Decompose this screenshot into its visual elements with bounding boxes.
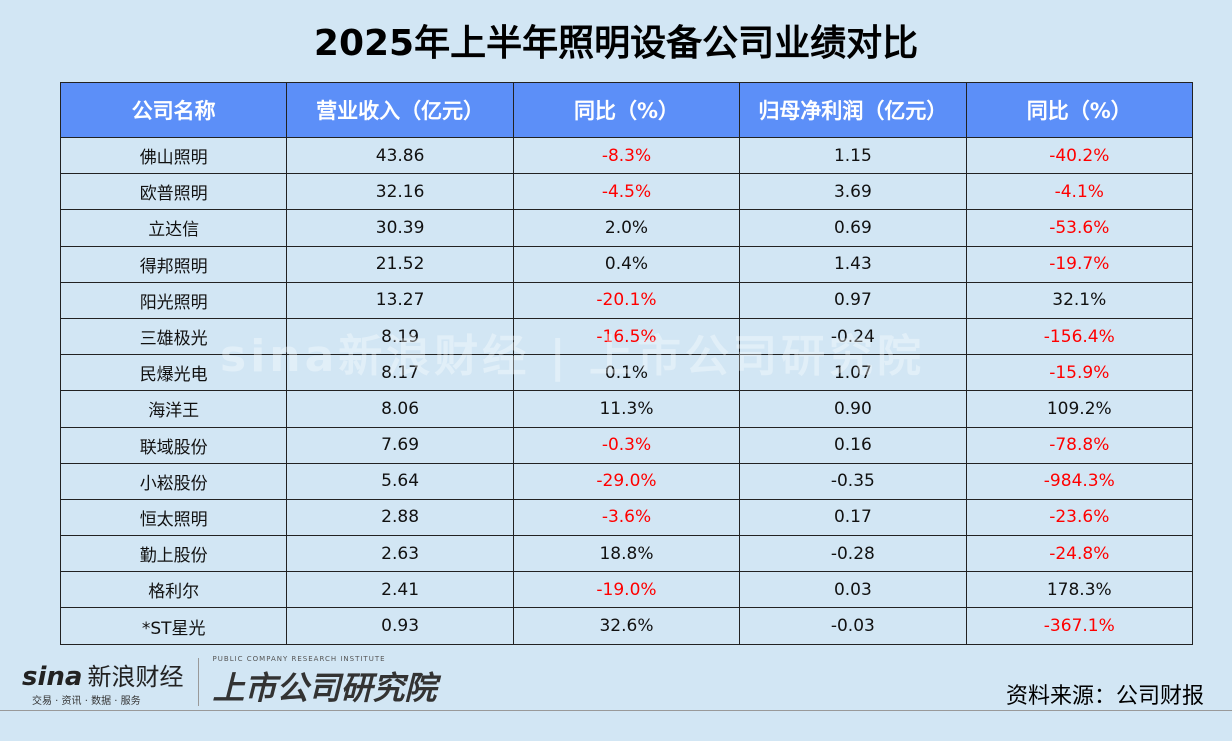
table-cell: -15.9% xyxy=(965,354,1194,392)
table-cell: 2.0% xyxy=(512,209,741,247)
table-cell: 8.06 xyxy=(286,390,514,428)
institute-logo: PUBLIC COMPANY RESEARCH INSTITUTE 上市公司研究… xyxy=(212,655,437,707)
table-cell: -24.8% xyxy=(965,535,1194,573)
page-title: 2025年上半年照明设备公司业绩对比 xyxy=(313,23,919,64)
table-cell: -19.0% xyxy=(512,571,741,609)
table-cell: 勤上股份 xyxy=(59,535,288,573)
table-cell: 8.19 xyxy=(286,317,514,356)
table-cell: 0.16 xyxy=(739,426,967,464)
table-cell: 得邦照明 xyxy=(59,245,288,283)
table-cell: 5.64 xyxy=(286,462,514,500)
table-cell: -0.24 xyxy=(739,317,967,356)
table-cell: -78.8% xyxy=(965,426,1194,464)
table-cell: 0.03 xyxy=(739,571,967,609)
table-cell: 32.6% xyxy=(512,607,741,645)
table-row: 海洋王 8.06 11.3% 0.90 109.2% xyxy=(59,390,1194,428)
table-cell: 欧普照明 xyxy=(59,173,288,211)
table-cell: 43.86 xyxy=(286,136,514,175)
column-header: 公司名称 xyxy=(59,82,288,138)
table-row: 联域股份 7.69 -0.3% 0.16 -78.8% xyxy=(59,426,1194,464)
table-cell: -984.3% xyxy=(965,462,1194,500)
table-row: 恒太照明 2.88 -3.6% 0.17 -23.6% xyxy=(59,498,1194,537)
sina-logo: sina 新浪财经 交易 · 资讯 · 数据 · 服务 xyxy=(22,662,184,707)
table-cell: *ST星光 xyxy=(59,607,288,645)
table-cell: -20.1% xyxy=(512,281,741,319)
logo-divider xyxy=(197,658,199,706)
table-row: 三雄极光 8.19 -16.5% -0.24 -156.4% xyxy=(59,317,1194,356)
source-note: 资料来源：公司财报 xyxy=(1005,684,1204,709)
column-header: 营业收入（亿元） xyxy=(286,82,514,138)
table-cell: 0.4% xyxy=(512,245,741,283)
table-cell: 21.52 xyxy=(286,245,514,283)
table-cell: -40.2% xyxy=(965,136,1194,175)
table-cell: -4.1% xyxy=(965,173,1194,211)
table-cell: 1.07 xyxy=(739,354,967,392)
table-cell: 32.16 xyxy=(286,173,514,211)
table-cell: 0.90 xyxy=(739,390,967,428)
table-cell: 3.69 xyxy=(739,173,967,211)
table-cell: 2.88 xyxy=(286,498,514,537)
table-cell: 2.41 xyxy=(286,571,514,609)
table-cell: 恒太照明 xyxy=(59,498,288,537)
table-cell: -3.6% xyxy=(512,498,741,537)
table-cell: -0.28 xyxy=(739,535,967,573)
table-cell: 18.8% xyxy=(512,535,741,573)
footer-logos: sina 新浪财经 交易 · 资讯 · 数据 · 服务 PUBLIC COMPA… xyxy=(22,655,437,709)
performance-table: 公司名称 营业收入（亿元） 同比（%） 归母净利润（亿元） 同比（%） 佛山照明 43.8… xyxy=(59,82,1194,645)
table-cell: -367.1% xyxy=(965,607,1194,645)
table-row: 民爆光电 8.17 0.1% 1.07 -15.9% xyxy=(59,354,1194,392)
table-header-row: 公司名称 营业收入（亿元） 同比（%） 归母净利润（亿元） 同比（%） xyxy=(59,82,1194,138)
table-cell: 1.15 xyxy=(739,136,967,175)
table-cell: -0.3% xyxy=(512,426,741,464)
table-cell: 32.1% xyxy=(965,281,1194,319)
table-row: 立达信 30.39 2.0% 0.69 -53.6% xyxy=(59,209,1194,247)
table-cell: 格利尔 xyxy=(59,571,288,609)
table-cell: -8.3% xyxy=(512,136,741,175)
table-cell: 0.69 xyxy=(739,209,967,247)
table-cell: -19.7% xyxy=(965,245,1194,283)
table-cell: 小崧股份 xyxy=(59,462,288,500)
table-cell: 2.63 xyxy=(286,535,514,573)
table-cell: 8.17 xyxy=(286,354,514,392)
table-cell: 13.27 xyxy=(286,281,514,319)
table-cell: 联域股份 xyxy=(59,426,288,464)
table-cell: 立达信 xyxy=(59,209,288,247)
table-cell: 佛山照明 xyxy=(59,136,288,175)
table-cell: 109.2% xyxy=(965,390,1194,428)
table-cell: 11.3% xyxy=(512,390,741,428)
table-cell: 1.43 xyxy=(739,245,967,283)
column-header: 同比（%） xyxy=(965,82,1194,138)
table-row: *ST星光 0.93 32.6% -0.03 -367.1% xyxy=(59,607,1194,645)
table-row: 格利尔 2.41 -19.0% 0.03 178.3% xyxy=(59,571,1194,609)
table-cell: 0.97 xyxy=(739,281,967,319)
divider xyxy=(0,710,1232,711)
table-cell: 海洋王 xyxy=(59,390,288,428)
table-cell: -16.5% xyxy=(512,317,741,356)
table-row: 得邦照明 21.52 0.4% 1.43 -19.7% xyxy=(59,245,1194,283)
table-cell: 三雄极光 xyxy=(59,317,288,356)
column-header: 归母净利润（亿元） xyxy=(739,82,967,138)
table-cell: 7.69 xyxy=(286,426,514,464)
table-row: 小崧股份 5.64 -29.0% -0.35 -984.3% xyxy=(59,462,1194,500)
table-cell: -4.5% xyxy=(512,173,741,211)
table-cell: -29.0% xyxy=(512,462,741,500)
table-cell: -53.6% xyxy=(965,209,1194,247)
table-cell: -0.03 xyxy=(739,607,967,645)
table-cell: 0.93 xyxy=(286,607,514,645)
table-row: 勤上股份 2.63 18.8% -0.28 -24.8% xyxy=(59,535,1194,573)
table-cell: 0.17 xyxy=(739,498,967,537)
table-cell: 民爆光电 xyxy=(59,354,288,392)
table-cell: 0.1% xyxy=(512,354,741,392)
table-cell: 阳光照明 xyxy=(59,281,288,319)
table-row: 阳光照明 13.27 -20.1% 0.97 32.1% xyxy=(59,281,1194,319)
table-cell: 30.39 xyxy=(286,209,514,247)
table-cell: -156.4% xyxy=(965,317,1194,356)
table-row: 欧普照明 32.16 -4.5% 3.69 -4.1% xyxy=(59,173,1194,211)
table-cell: -0.35 xyxy=(739,462,967,500)
table-cell: -23.6% xyxy=(965,498,1194,537)
table-cell: 178.3% xyxy=(965,571,1194,609)
column-header: 同比（%） xyxy=(512,82,741,138)
table-row: 佛山照明 43.86 -8.3% 1.15 -40.2% xyxy=(59,136,1194,175)
